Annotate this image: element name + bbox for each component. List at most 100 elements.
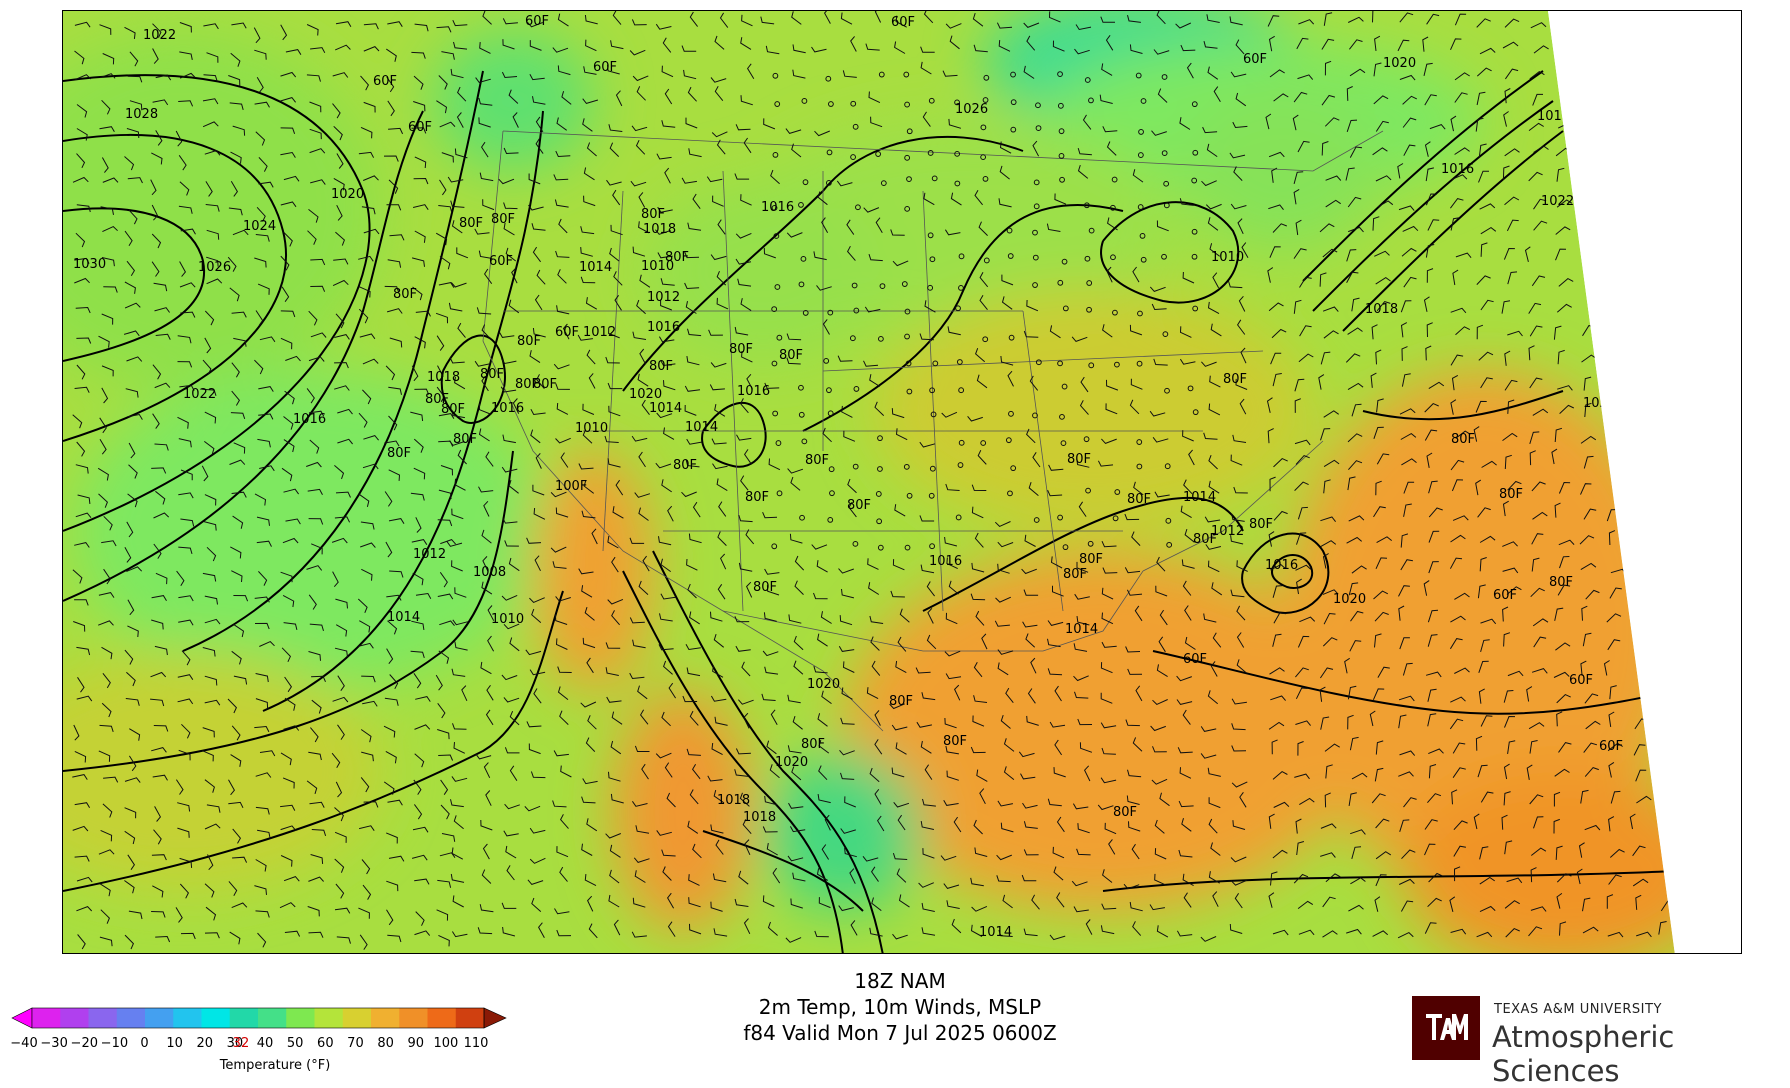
colorbar-swatch — [342, 1008, 372, 1028]
wind-barb-icon — [1426, 13, 1440, 25]
wind-barb-icon — [204, 823, 221, 830]
wind-barb-icon — [529, 669, 546, 676]
wind-barb-icon — [1206, 143, 1218, 158]
wind-barb-icon — [666, 892, 675, 909]
wind-barb-icon — [230, 754, 242, 767]
wind-barb-icon — [1102, 869, 1113, 883]
wind-barb-icon — [1374, 611, 1389, 622]
wind-barb-icon — [1208, 871, 1220, 884]
wind-barb-icon — [358, 151, 375, 158]
wind-barb-icon — [1133, 481, 1144, 496]
temperature-contour-label: 80F — [459, 216, 483, 231]
calm-wind-icon — [1057, 514, 1064, 521]
wind-barb-icon — [823, 11, 831, 24]
temperature-contour-label: 80F — [1549, 575, 1573, 590]
wind-barb-icon — [1607, 639, 1621, 651]
wind-barb-icon — [358, 493, 370, 508]
wind-barb-icon — [1000, 822, 1014, 833]
wind-barb-icon — [1106, 266, 1113, 283]
calm-wind-icon — [1192, 305, 1199, 312]
wind-barb-icon — [230, 181, 239, 197]
calm-wind-icon — [980, 124, 987, 131]
wind-barb-icon — [1585, 589, 1600, 600]
wind-barb-icon — [706, 176, 723, 183]
wind-barb-icon — [1047, 668, 1063, 676]
calm-wind-icon — [825, 179, 832, 186]
wind-barb-icon — [1526, 686, 1533, 702]
wind-barb-icon — [438, 934, 450, 947]
wind-barb-icon — [254, 493, 267, 506]
wind-barb-icon — [1200, 753, 1217, 759]
calm-wind-icon — [1010, 71, 1016, 78]
wind-barb-icon — [1101, 63, 1113, 76]
wind-barb-icon — [1608, 711, 1615, 727]
wind-barb-icon — [440, 779, 449, 795]
wind-barb-icon — [358, 412, 368, 428]
wind-barb-icon — [615, 479, 624, 496]
wind-barb-icon — [770, 709, 778, 726]
wind-barb-icon — [1049, 721, 1066, 728]
wind-barb-icon — [1001, 274, 1014, 286]
wind-barb-icon — [306, 461, 322, 468]
wind-barb-icon — [1268, 892, 1275, 908]
wind-barb-icon — [383, 155, 399, 162]
wind-barb-icon — [1375, 818, 1390, 829]
wind-barb-icon — [1349, 146, 1363, 158]
wind-barb-icon — [613, 271, 623, 286]
wind-barb-icon — [582, 637, 596, 649]
wind-barb-icon — [1351, 565, 1367, 574]
wind-barb-icon — [1153, 49, 1170, 55]
wind-barb-icon — [478, 428, 490, 442]
wind-barb-icon — [204, 310, 215, 326]
wind-barb-icon — [1402, 662, 1413, 676]
wind-barb-icon — [1504, 18, 1520, 28]
wind-barb-icon — [1151, 303, 1167, 311]
wind-barb-icon — [152, 48, 159, 64]
wind-barb-icon — [1176, 699, 1193, 705]
wind-barb-icon — [719, 12, 729, 28]
wind-barb-icon — [435, 674, 443, 691]
wind-barb-icon — [1233, 486, 1248, 494]
isobar-lines — [63, 70, 1675, 953]
calm-wind-icon — [1035, 102, 1041, 109]
wind-barb-icon — [1179, 326, 1192, 338]
wind-barb-icon — [583, 195, 596, 207]
wind-barb-icon — [609, 142, 620, 157]
wind-barb-icon — [687, 820, 699, 834]
wind-barb-icon — [607, 598, 624, 605]
wind-barb-icon — [478, 97, 493, 106]
wind-barb-icon — [688, 874, 700, 886]
wind-barb-icon — [179, 384, 195, 391]
wind-barb-icon — [1635, 769, 1647, 782]
wind-barb-icon — [1322, 930, 1338, 938]
wind-barb-icon — [1429, 124, 1446, 130]
wind-barb-icon — [817, 633, 828, 647]
wind-barb-icon — [255, 859, 267, 872]
wind-barb-icon — [945, 745, 959, 755]
wind-barb-icon — [1558, 742, 1572, 753]
wind-barb-icon — [228, 779, 236, 796]
wind-barb-icon — [503, 623, 520, 630]
wind-barb-icon — [414, 724, 431, 730]
wind-barb-icon — [509, 765, 518, 781]
wind-barb-icon — [1506, 877, 1523, 884]
calm-wind-icon — [773, 233, 780, 239]
wind-barb-icon — [870, 636, 880, 651]
wind-barb-icon — [840, 828, 856, 834]
wind-barb-icon — [1375, 557, 1388, 570]
wind-barb-icon — [666, 792, 676, 808]
calm-wind-icon — [955, 514, 962, 521]
calm-wind-icon — [1136, 439, 1143, 445]
wind-barb-icon — [1005, 687, 1014, 704]
wind-barb-icon — [691, 763, 701, 780]
wind-barb-icon — [501, 902, 517, 909]
wind-barb-icon — [383, 725, 396, 738]
wind-barb-icon — [710, 901, 723, 912]
calm-wind-icon — [1061, 383, 1068, 390]
wind-barb-icon — [735, 258, 752, 265]
wind-barb-icon — [335, 313, 345, 329]
wind-barb-icon — [1231, 781, 1248, 788]
wind-barb-icon — [126, 260, 136, 277]
wind-barb-icon — [1607, 931, 1624, 938]
calm-wind-icon — [1112, 515, 1119, 522]
